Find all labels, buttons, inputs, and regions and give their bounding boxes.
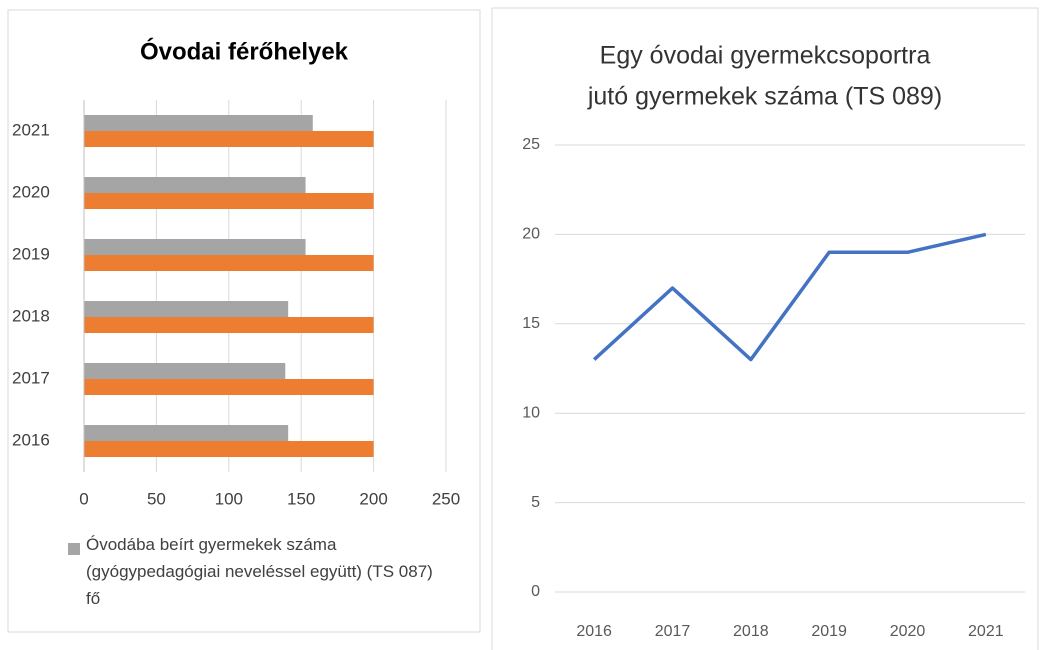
x-tick-label: 2021 (968, 623, 1004, 640)
y-tick-label: 2020 (12, 182, 50, 201)
x-tick-label: 2017 (655, 623, 691, 640)
x-tick-label: 2020 (890, 623, 926, 640)
bar (84, 193, 374, 209)
bar (84, 301, 289, 317)
y-tick-label: 10 (522, 404, 540, 421)
bar (84, 115, 313, 131)
bar (84, 425, 289, 441)
line (592, 232, 987, 362)
bar (84, 379, 374, 395)
x-tick-label: 250 (432, 489, 460, 508)
chart-title: jutó gyermekek száma (TS 089) (587, 83, 942, 111)
chart-title: Óvodai férőhelyek (140, 37, 349, 65)
bar (84, 317, 374, 333)
y-tick-label: 15 (522, 315, 540, 332)
y-tick-label: 0 (531, 583, 540, 600)
legend-label: Óvodába beírt gyermekek száma (gyógypeda… (86, 535, 433, 608)
x-tick-label: 2018 (733, 623, 769, 640)
panel-right (491, 7, 1039, 650)
y-tick-label: 2016 (12, 430, 50, 449)
legend-swatch (68, 543, 80, 555)
y-tick-label: 5 (531, 494, 540, 511)
panel-left (7, 9, 481, 633)
bar (84, 239, 306, 255)
x-tick-label: 200 (359, 489, 387, 508)
x-tick-label: 2016 (576, 623, 612, 640)
x-tick-label: 2019 (811, 623, 847, 640)
y-tick-label: 25 (522, 136, 540, 153)
bar (84, 177, 306, 193)
x-tick-label: 150 (287, 489, 315, 508)
y-tick-label: 20 (522, 226, 540, 243)
chart-title: Egy óvodai gyermekcsoportra (600, 42, 931, 70)
x-tick-label: 50 (147, 489, 166, 508)
bar (84, 255, 374, 271)
bar (84, 131, 374, 147)
bar (84, 441, 374, 457)
x-tick-label: 100 (215, 489, 243, 508)
bar (84, 363, 286, 379)
y-tick-label: 2019 (12, 244, 50, 263)
y-tick-label: 2018 (12, 306, 50, 325)
y-tick-label: 2021 (12, 120, 50, 139)
x-tick-label: 0 (79, 489, 88, 508)
y-tick-label: 2017 (12, 368, 50, 387)
